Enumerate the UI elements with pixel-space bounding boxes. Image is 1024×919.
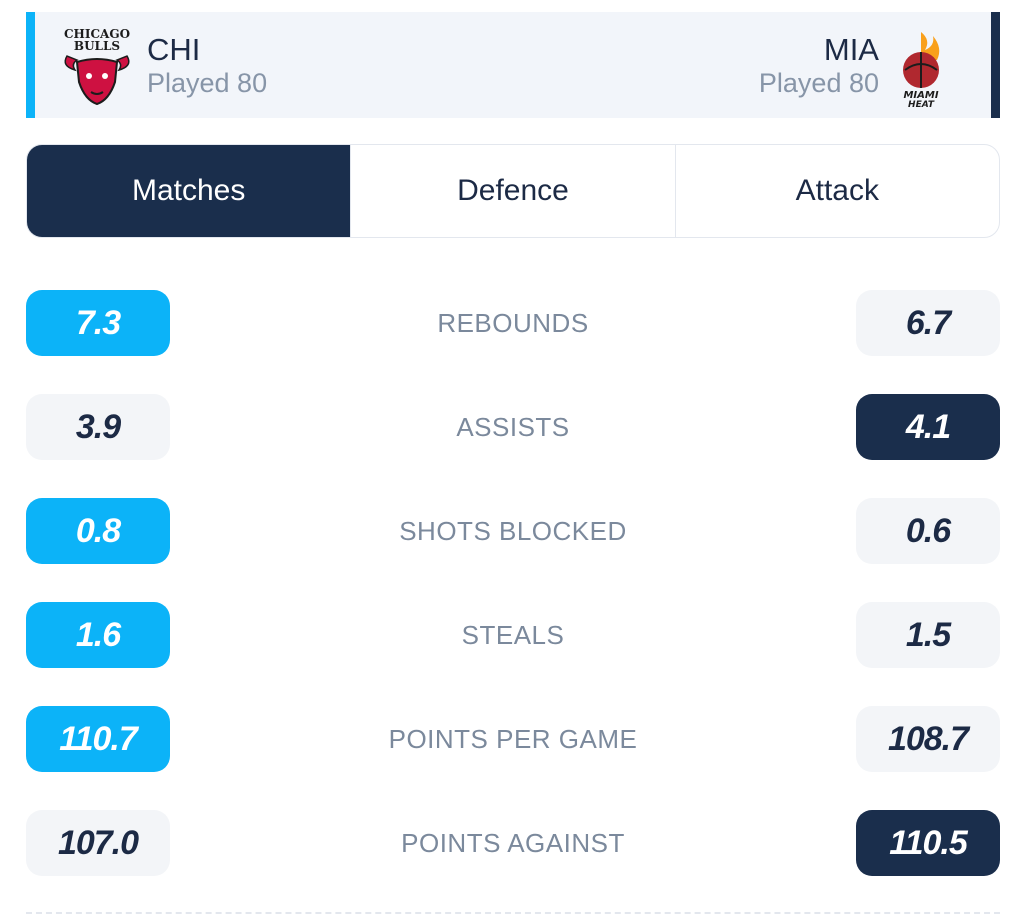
- stat-row-points-per-game: 110.7 POINTS PER GAME 108.7: [26, 706, 1000, 772]
- stat-label: ASSISTS: [456, 411, 570, 442]
- stat-row-steals: 1.6 STEALS 1.5: [26, 602, 1000, 668]
- logo-text-top: CHICAGO: [64, 27, 130, 41]
- chicago-bulls-logo: CHICAGO BULLS: [64, 27, 130, 106]
- away-stat-value: 4.1: [856, 394, 1000, 460]
- away-team-abbr: MIA: [823, 32, 879, 67]
- home-stat-value: 107.0: [26, 810, 170, 876]
- away-stat-value: 108.7: [856, 706, 1000, 772]
- stat-label: REBOUNDS: [437, 307, 589, 338]
- tab-attack[interactable]: Attack: [795, 174, 879, 207]
- stat-label: POINTS AGAINST: [401, 827, 625, 858]
- away-stat-value: 0.6: [856, 498, 1000, 564]
- home-stat-value: 1.6: [26, 602, 170, 668]
- stat-row-shots-blocked: 0.8 SHOTS BLOCKED 0.6: [26, 498, 1000, 564]
- stat-row-points-against: 107.0 POINTS AGAINST 110.5: [26, 810, 1000, 876]
- divider: [26, 912, 1000, 914]
- away-stat-value: 6.7: [856, 290, 1000, 356]
- tab-defence[interactable]: Defence: [351, 145, 676, 237]
- home-stat-value: 0.8: [26, 498, 170, 564]
- miami-heat-logo: MIAMI HEAT: [903, 32, 940, 108]
- logo-text-bottom: BULLS: [74, 39, 120, 53]
- stat-label: POINTS PER GAME: [388, 723, 638, 754]
- away-stat-value: 1.5: [856, 602, 1000, 668]
- home-stat-value: 110.7: [26, 706, 170, 772]
- logo-text-top: MIAMI: [903, 90, 938, 101]
- stat-row-assists: 3.9 ASSISTS 4.1: [26, 394, 1000, 460]
- logo-text-bottom: HEAT: [908, 100, 935, 108]
- stat-label: STEALS: [461, 619, 565, 650]
- home-team-abbr: CHI: [147, 32, 201, 67]
- home-stat-value: 3.9: [26, 394, 170, 460]
- away-games-played: Played 80: [758, 68, 879, 98]
- tab-matches[interactable]: Matches: [27, 145, 352, 237]
- team-comparison-header: CHICAGO BULLS CHI Played 80 MIA Played 8…: [26, 12, 1000, 118]
- stat-row-rebounds: 7.3 REBOUNDS 6.7: [26, 290, 1000, 356]
- home-stat-value: 7.3: [26, 290, 170, 356]
- away-stat-value: 110.5: [856, 810, 1000, 876]
- stats-tabs: Matches Defence Attack: [26, 144, 1000, 238]
- stat-label: SHOTS BLOCKED: [399, 515, 627, 546]
- home-games-played: Played 80: [147, 68, 268, 98]
